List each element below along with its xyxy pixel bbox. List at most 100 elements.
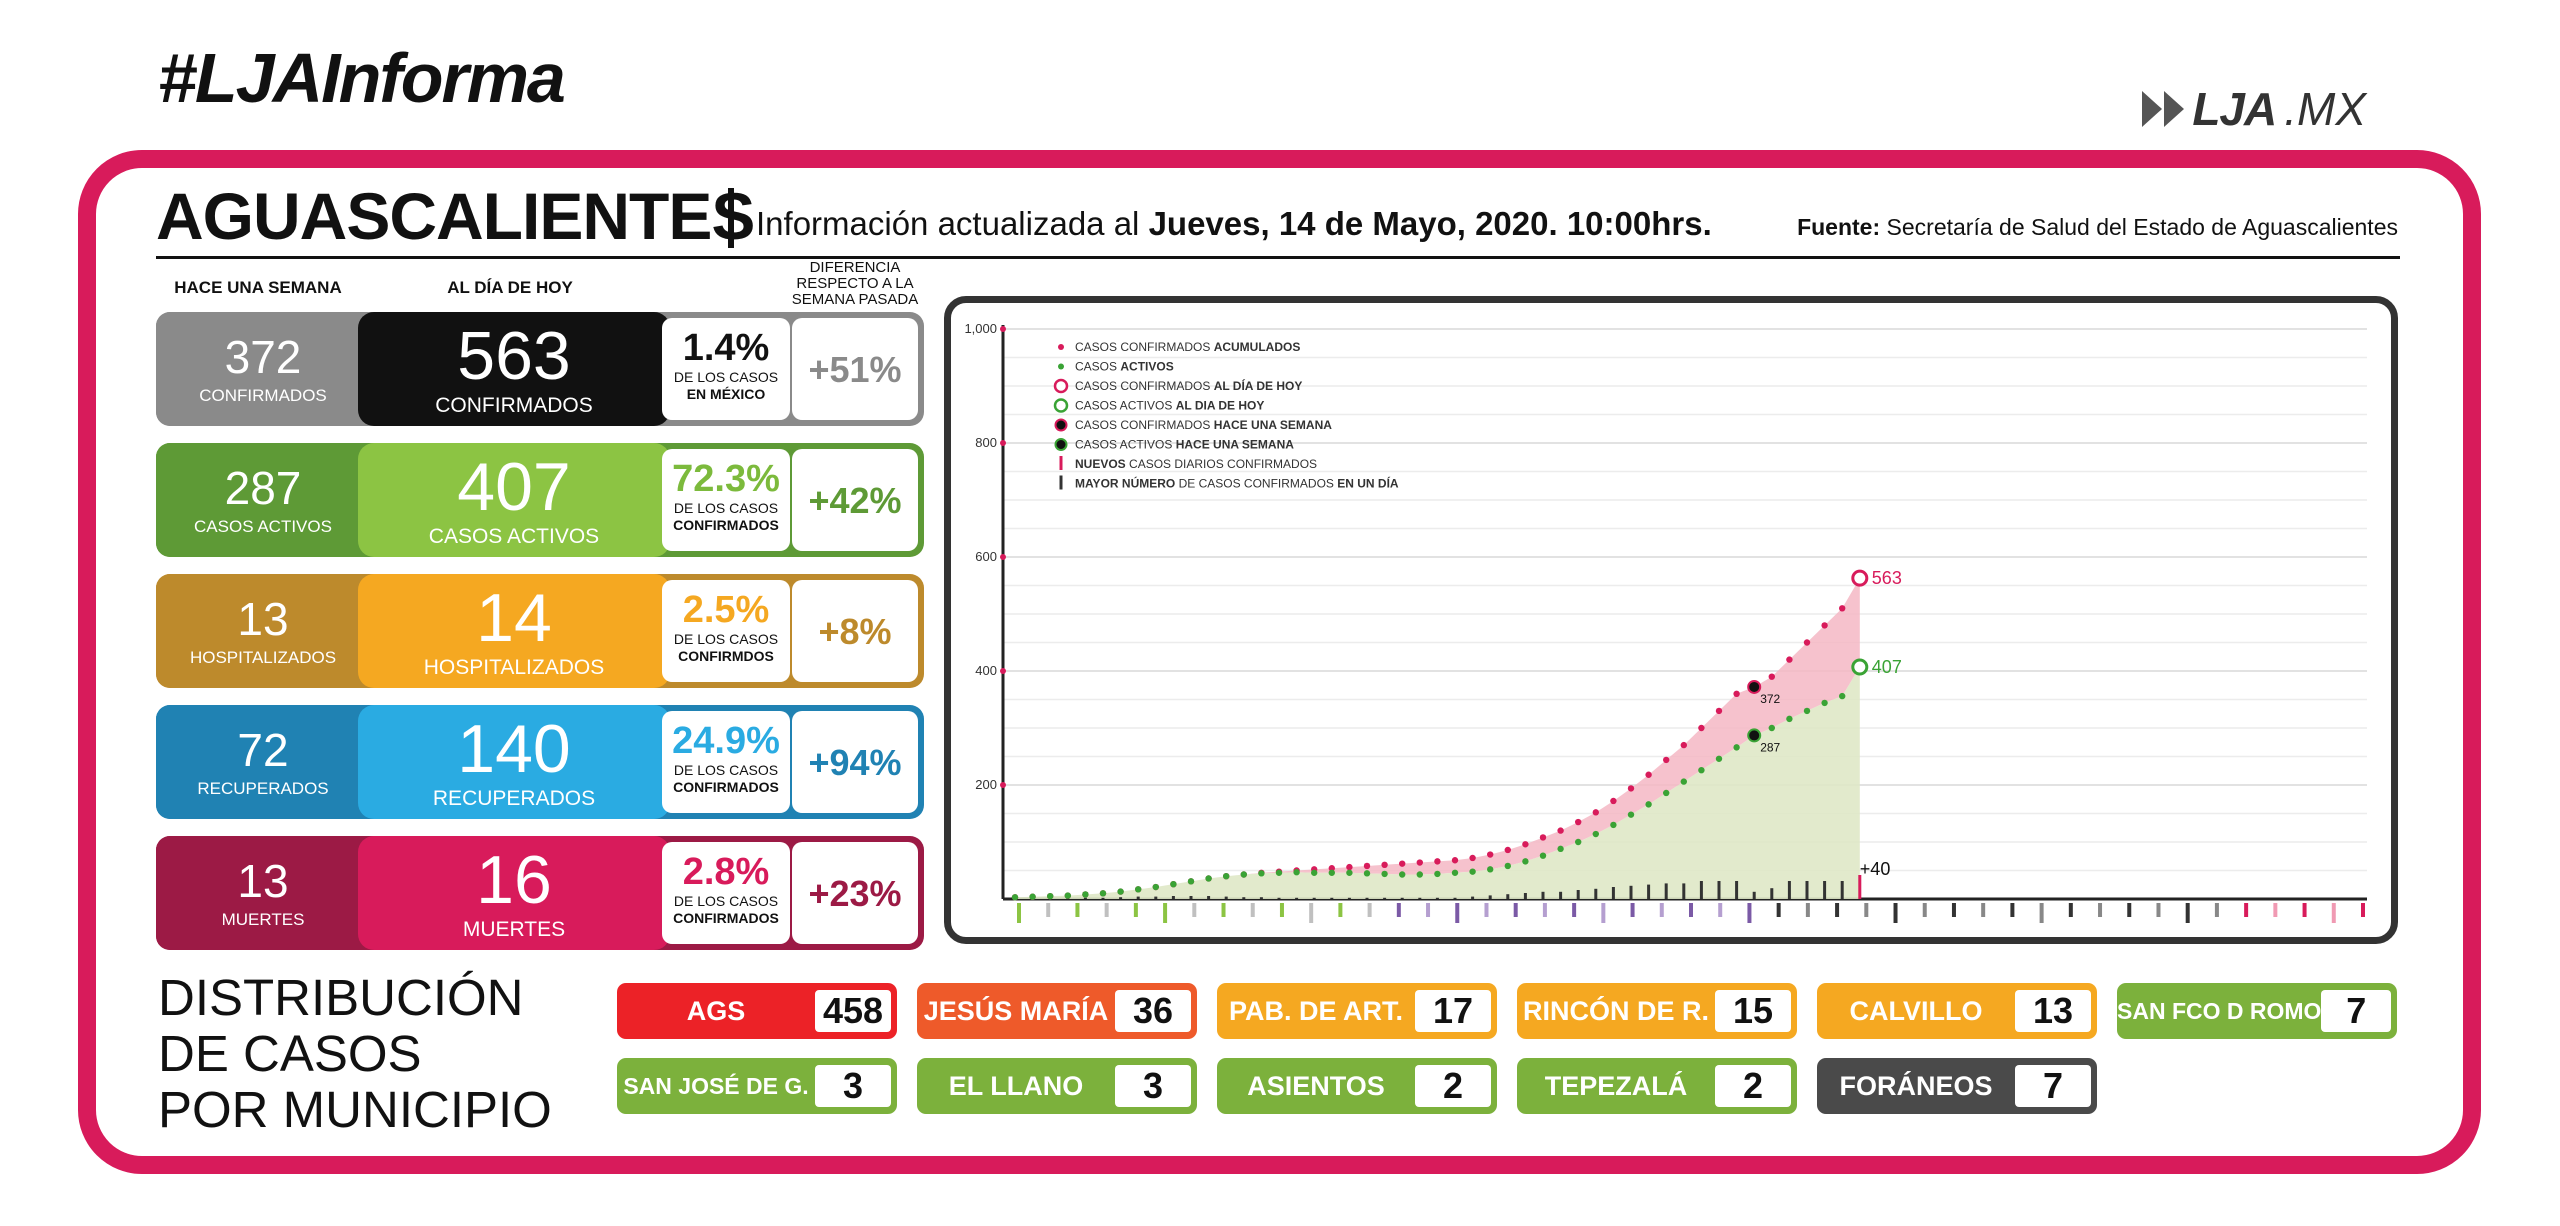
active-point (1363, 870, 1371, 877)
confirmed-point (1557, 827, 1564, 834)
confirmed-point (1381, 861, 1388, 868)
confirmed-point (1522, 841, 1529, 848)
timeline-tick (1163, 903, 1168, 923)
stat-row: 287 CASOS ACTIVOS 407 CASOS ACTIVOS 72.3% DE … (156, 443, 924, 557)
timeline-tick (1805, 903, 1810, 917)
municipio-count: 15 (1715, 990, 1791, 1032)
daily-case-bar (1629, 885, 1633, 899)
active-point (1627, 811, 1635, 818)
municipio-badge: TEPEZALÁ 2 (1517, 1058, 1797, 1114)
active-point (1539, 852, 1547, 859)
distribution-title-line1: DISTRIBUCIÓN (158, 969, 524, 1026)
percent-box: 2.8% DE LOS CASOS CONFIRMADOS (662, 842, 790, 944)
update-prefix: Información actualizada al (756, 205, 1149, 242)
timeline-tick (2244, 903, 2249, 917)
week-box: 72 RECUPERADOS (156, 705, 370, 819)
chart-svg: 200 400 600 800 1,000 563 407 372 287 +40 CASOS CO… (964, 321, 2367, 923)
municipio-count: 3 (815, 1065, 891, 1107)
timeline-tick (1017, 903, 1021, 923)
percent-label-2: CONFIRMDOS (678, 648, 774, 664)
active-point (1416, 871, 1423, 878)
active-point (1011, 894, 1019, 901)
daily-case-bar (1383, 897, 1387, 899)
confirmed-point (1663, 756, 1670, 764)
daily-case-bar (1400, 897, 1404, 899)
update-info: Información actualizada al Jueves, 14 de… (756, 205, 1712, 243)
stat-row: 72 RECUPERADOS 140 RECUPERADOS 24.9% DE LOS C… (156, 705, 924, 819)
week-box: 372 CONFIRMADOS (156, 312, 370, 426)
daily-case-bar (1347, 897, 1351, 899)
active-point (1117, 888, 1124, 895)
legend-text-part: CASOS DIARIOS CONFIRMADOS (1126, 457, 1317, 471)
active-today-label: 407 (1872, 657, 1902, 677)
update-date: Jueves, 14 de Mayo, 2020. 10:00hrs. (1148, 205, 1712, 242)
week-label: MUERTES (221, 910, 305, 929)
daily-case-bar (1435, 897, 1439, 899)
timeline-tick (2010, 903, 2015, 917)
active-point (1170, 880, 1177, 888)
timeline-tick (1309, 903, 1314, 923)
timeline-tick (1951, 903, 1956, 917)
active-point (1293, 869, 1300, 876)
y-tick-mark (1000, 440, 1006, 446)
col-header-week: HACE UNA SEMANA (174, 278, 342, 297)
active-point (1469, 868, 1476, 875)
daily-case-bar (1154, 896, 1158, 899)
percent-label-1: DE LOS CASOS (673, 631, 779, 647)
source-text: Secretaría de Salud del Estado de Aguasc… (1880, 214, 2398, 240)
confirmed-point (1839, 605, 1846, 612)
percent-box: 2.5% DE LOS CASOS CONFIRMDOS (662, 580, 790, 682)
today-box: 407 CASOS ACTIVOS (358, 443, 670, 557)
diff-value: +51% (808, 349, 902, 390)
source-info: Fuente: Secretaría de Salud del Estado d… (1797, 214, 2398, 241)
daily-case-bar (1295, 897, 1299, 899)
daily-case-bar (1471, 896, 1475, 899)
active-week-ago-label: 287 (1760, 740, 1780, 754)
daily-case-bar (1664, 883, 1668, 899)
active-point (1715, 755, 1723, 762)
percent-box: 1.4% DE LOS CASOS EN MÉXICO (662, 318, 790, 420)
daily-case-bar (1717, 881, 1721, 899)
week-label: CASOS ACTIVOS (194, 517, 332, 536)
timeline-tick (1981, 903, 1986, 917)
timeline-tick (2068, 903, 2073, 917)
daily-case-bar (1453, 897, 1457, 899)
municipio-name: ASIENTOS (1247, 1070, 1385, 1101)
y-tick-mark (1000, 782, 1006, 788)
timeline-tick (1864, 903, 1869, 917)
max-daily-label: +40 (1860, 859, 1891, 879)
active-point (1205, 875, 1212, 882)
legend-text-part: NUEVOS (1075, 457, 1126, 471)
today-label: HOSPITALIZADOS (423, 656, 605, 679)
daily-case-bar (1541, 891, 1545, 899)
timeline-tick (1104, 903, 1109, 917)
legend-text-part: ACTIVOS (1120, 360, 1173, 374)
legend-text-part: AL DÍA DE HOY (1214, 378, 1303, 393)
legend-dot-icon (1058, 344, 1064, 350)
diff-header-line1: DIFERENCIA (809, 259, 901, 276)
col-header-diff: DIFERENCIA RESPECTO A LA SEMANA PASADA (780, 260, 930, 308)
active-point (1522, 858, 1529, 865)
timeline-tick (2156, 903, 2161, 917)
daily-case-bar (1365, 897, 1369, 899)
confirmed-point (1539, 834, 1547, 841)
timeline-tick (1513, 903, 1518, 917)
timeline-tick (1835, 903, 1840, 917)
legend-entry: CASOS CONFIRMADOS ACUMULADOS (1075, 340, 1300, 354)
active-point (1328, 869, 1335, 876)
legend-text-part: CASOS CONFIRMADOS (1075, 379, 1214, 393)
active-week-ago-marker (1747, 728, 1762, 743)
today-box: 563 CONFIRMADOS (358, 312, 670, 426)
legend-ring-icon (1053, 398, 1069, 413)
timeline-tick (2331, 903, 2336, 923)
brand-title: #LJAInforma (158, 39, 566, 117)
stat-row: 372 CONFIRMADOS 563 CONFIRMADOS 1.4% DE LOS C… (156, 312, 924, 426)
active-today-marker (1851, 658, 1869, 676)
timeline-tick (2214, 903, 2219, 917)
legend-text-part: HACE UNA SEMANA (1214, 418, 1333, 432)
legend-text-part: CASOS ACTIVOS (1075, 399, 1176, 413)
municipio-name: JESÚS MARÍA (923, 995, 1109, 1026)
confirmed-point (1610, 797, 1617, 805)
daily-case-bar (1559, 891, 1563, 899)
percent-label-2: CONFIRMADOS (673, 779, 779, 795)
